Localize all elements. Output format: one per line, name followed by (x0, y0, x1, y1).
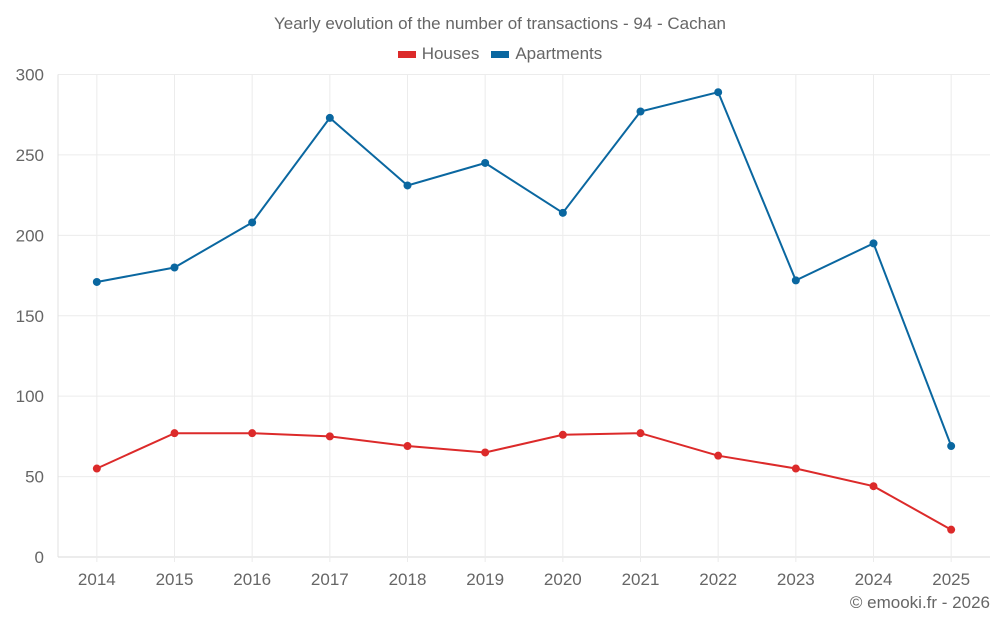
x-tick-label: 2018 (389, 570, 427, 589)
y-tick-label: 50 (25, 468, 44, 487)
y-tick-label: 200 (16, 226, 44, 245)
data-point-apartments (791, 276, 800, 285)
data-point-apartments (947, 442, 956, 451)
legend-label-houses: Houses (421, 44, 480, 63)
legend-item-houses[interactable]: Houses (397, 44, 480, 64)
data-point-houses (636, 429, 645, 438)
data-point-apartments (636, 107, 645, 116)
series-line-apartments (96, 91, 953, 447)
data-point-houses (791, 464, 800, 473)
y-tick-label: 250 (16, 146, 44, 165)
legend-swatch-houses (397, 50, 416, 58)
data-point-houses (248, 429, 257, 438)
data-point-apartments (869, 239, 878, 248)
data-point-apartments (403, 181, 412, 190)
data-point-houses (92, 464, 101, 473)
y-tick-label: 150 (16, 307, 44, 326)
data-point-houses (947, 525, 956, 534)
legend-label-apartments: Apartments (515, 44, 603, 63)
x-tick-label: 2021 (622, 570, 660, 589)
x-tick-label: 2019 (466, 570, 504, 589)
y-tick-label: 100 (16, 387, 44, 406)
data-point-houses (558, 430, 567, 439)
legend-item-apartments[interactable]: Apartments (491, 44, 602, 64)
y-tick-label: 0 (35, 548, 44, 567)
series-line-houses (96, 432, 952, 531)
data-point-apartments (481, 158, 490, 167)
data-point-apartments (714, 88, 723, 97)
data-point-houses (170, 429, 179, 438)
data-point-apartments (170, 263, 179, 272)
data-point-apartments (325, 113, 334, 122)
chart-title: Yearly evolution of the number of transa… (273, 14, 727, 33)
legend-swatch-apartments (491, 50, 510, 58)
copyright-credit: © emooki.fr - 2026 (849, 593, 990, 612)
data-point-apartments (248, 218, 257, 227)
x-tick-label: 2015 (156, 570, 194, 589)
data-point-houses (714, 451, 723, 460)
x-tick-label: 2020 (544, 570, 582, 589)
data-point-apartments (92, 277, 101, 286)
x-tick-label: 2016 (233, 570, 271, 589)
data-point-houses (869, 482, 878, 491)
data-point-houses (325, 432, 334, 441)
data-point-apartments (558, 208, 567, 217)
data-point-houses (403, 442, 412, 451)
x-tick-label: 2022 (699, 570, 737, 589)
x-tick-label: 2025 (932, 570, 970, 589)
legend: Houses Apartments (0, 44, 1000, 64)
x-tick-label: 2023 (777, 570, 815, 589)
data-point-houses (481, 448, 490, 457)
x-tick-label: 2024 (855, 570, 893, 589)
y-tick-label: 300 (16, 66, 44, 85)
x-tick-label: 2017 (311, 570, 349, 589)
x-tick-label: 2014 (78, 570, 116, 589)
